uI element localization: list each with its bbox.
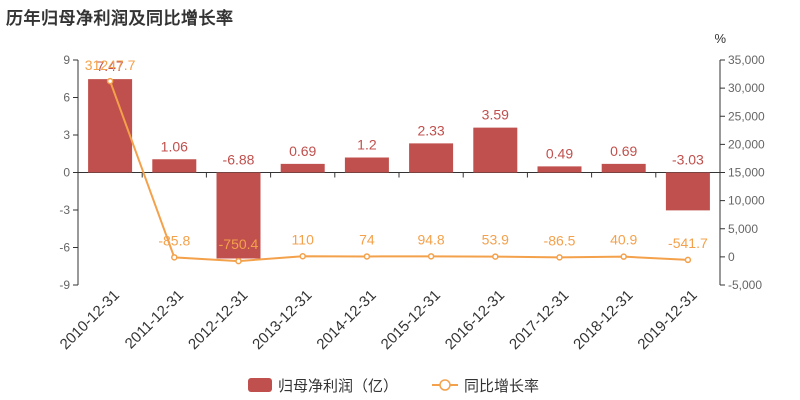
y-right-unit: % [714, 31, 726, 46]
bar-value-label: 7.47 [96, 58, 123, 74]
line-value-label: 40.9 [610, 232, 637, 248]
bar [88, 79, 133, 173]
y-right-tick-label: 5,000 [728, 222, 758, 236]
line-value-label: -85.8 [158, 232, 190, 248]
line-value-label: 110 [292, 231, 315, 247]
y-left-tick-label: -6 [59, 241, 70, 255]
bar-value-label: -6.88 [223, 152, 255, 168]
y-left-tick-label: 3 [63, 128, 70, 142]
line-point [235, 257, 242, 265]
x-tick-label: 2015-12-31 [378, 287, 444, 353]
y-left-tick-label: 6 [63, 91, 70, 105]
y-right-tick-label: 35,000 [728, 53, 765, 67]
x-tick-label: 2013-12-31 [249, 287, 315, 353]
x-tick-label: 2011-12-31 [122, 287, 187, 352]
bar-value-label: 1.2 [357, 137, 377, 153]
y-left-tick-label: 9 [63, 53, 70, 67]
bar [344, 157, 389, 173]
axes: 9 6 3 0 -3 -6 -9 35,000 30,000 25,000 20,000 15,000… [57, 31, 765, 353]
line-point [427, 253, 435, 260]
line-point [106, 77, 114, 85]
data-labels: 7.47 1.06 -6.88 0.69 1.2 2.33 3.59 0.49 0.69 -3.0… [85, 57, 708, 252]
growth-line [109, 80, 688, 263]
y-right-tick-label: 0 [728, 250, 735, 264]
bar-value-label: 2.33 [417, 122, 444, 138]
y-left-tick-label: 0 [63, 166, 70, 180]
x-tick-label: 2018-12-31 [570, 287, 636, 353]
bar-value-label: 0.69 [610, 143, 637, 159]
legend[interactable]: 归母净利润（亿） 同比增长率 [248, 377, 539, 395]
line-point [363, 253, 371, 260]
y-left-tick-label: -9 [59, 278, 70, 292]
bar-series [88, 79, 710, 259]
y-right-tick-label: 20,000 [728, 137, 765, 151]
legend-bar-swatch [248, 378, 272, 392]
x-tick-label: 2012-12-31 [185, 287, 251, 353]
x-tick-label: 2019-12-31 [634, 287, 700, 353]
legend-line-marker [439, 379, 451, 391]
line-value-label: 94.8 [417, 231, 444, 247]
bar [473, 127, 518, 173]
x-tick-label: 2014-12-31 [313, 287, 379, 353]
y-right-tick-label: 15,000 [728, 166, 765, 180]
legend-bar-label: 归母净利润（亿） [278, 377, 398, 395]
y-right-tick-label: 25,000 [728, 109, 765, 123]
line-series [106, 77, 692, 265]
x-tick-label: 2016-12-31 [442, 287, 508, 353]
y-left-tick-label: -3 [59, 203, 70, 217]
line-value-label: -86.5 [544, 232, 576, 248]
line-point [492, 253, 499, 260]
y-right-tick-label: 30,000 [728, 81, 765, 95]
x-tick-label: 2010-12-31 [57, 287, 123, 353]
line-value-label: 53.9 [482, 232, 509, 248]
bar [409, 143, 454, 173]
line-value-label: 74 [359, 231, 375, 247]
legend-line-label: 同比增长率 [464, 377, 539, 395]
line-point [299, 253, 306, 260]
bar [537, 166, 582, 173]
bar [601, 163, 646, 173]
x-tick-label: 2017-12-31 [506, 287, 572, 353]
bar [665, 172, 710, 211]
line-point [620, 253, 627, 260]
line-point [171, 254, 178, 261]
line-point [556, 254, 563, 261]
line-value-label: -750.4 [219, 236, 259, 252]
bar [152, 159, 197, 173]
line-point [684, 256, 692, 264]
bar-value-label: 1.06 [161, 138, 188, 154]
bar-value-label: 3.59 [482, 107, 509, 123]
chart-title: 历年归母净利润及同比增长率 [6, 9, 234, 29]
bar [216, 172, 261, 259]
bar-value-label: 0.69 [289, 143, 316, 159]
y-right-tick-label: -5,000 [728, 278, 762, 292]
bar-value-label: -3.03 [672, 152, 704, 168]
y-right-tick-label: 10,000 [728, 194, 765, 208]
line-value-label: 31247.7 [85, 57, 136, 73]
line-value-label: -541.7 [668, 235, 708, 251]
bar [280, 163, 325, 173]
bar-value-label: 0.49 [546, 145, 573, 161]
